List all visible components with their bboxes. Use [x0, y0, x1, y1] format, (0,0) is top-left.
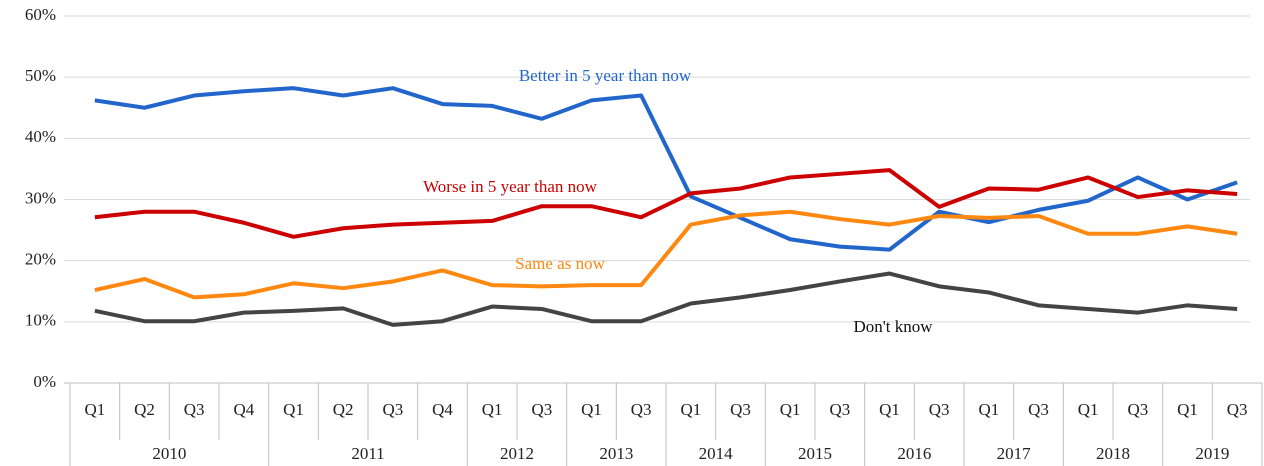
x-tick-label: Q3 [531, 400, 552, 419]
x-tick-label: Q3 [929, 400, 950, 419]
x-tick-label: Q1 [482, 400, 503, 419]
y-tick-label: 0% [33, 372, 56, 391]
y-tick-label: 30% [25, 188, 56, 207]
x-group-label: 2014 [699, 444, 734, 463]
y-tick-label: 20% [25, 250, 56, 269]
series-line [94, 86, 1238, 252]
x-tick-label: Q4 [233, 400, 254, 419]
series-label: Same as now [515, 254, 605, 273]
series-line [94, 168, 1238, 239]
x-group-label: 2019 [1195, 444, 1229, 463]
x-tick-label: Q1 [1177, 400, 1198, 419]
x-tick-label: Q3 [1028, 400, 1049, 419]
series-label: Don't know [853, 317, 933, 336]
x-tick-label: Q1 [680, 400, 701, 419]
series-line [94, 209, 1238, 300]
x-group-label: 2017 [997, 444, 1032, 463]
y-tick-label: 40% [25, 127, 56, 146]
x-group-label: 2015 [798, 444, 832, 463]
x-tick-label: Q3 [730, 400, 751, 419]
y-tick-label: 10% [25, 311, 56, 330]
series-line [94, 271, 1238, 327]
series-label: Better in 5 year than now [519, 66, 692, 85]
x-tick-label: Q3 [1127, 400, 1148, 419]
x-tick-label: Q3 [829, 400, 850, 419]
x-tick-label: Q1 [879, 400, 900, 419]
y-tick-label: 50% [25, 66, 56, 85]
x-tick-label: Q2 [333, 400, 354, 419]
x-tick-label: Q3 [382, 400, 403, 419]
x-group-label: 2016 [897, 444, 931, 463]
x-group-label: 2011 [351, 444, 384, 463]
x-tick-label: Q4 [432, 400, 453, 419]
x-tick-label: Q1 [978, 400, 999, 419]
series-label: Worse in 5 year than now [423, 177, 598, 196]
x-tick-label: Q3 [184, 400, 205, 419]
x-tick-label: Q3 [1227, 400, 1248, 419]
x-tick-label: Q1 [1078, 400, 1099, 419]
x-tick-label: Q1 [780, 400, 801, 419]
x-tick-label: Q1 [84, 400, 105, 419]
x-group-label: 2012 [500, 444, 534, 463]
x-group-label: 2013 [599, 444, 633, 463]
x-tick-label: Q1 [581, 400, 602, 419]
x-tick-label: Q2 [134, 400, 155, 419]
x-tick-label: Q3 [631, 400, 652, 419]
x-tick-label: Q1 [283, 400, 304, 419]
y-tick-label: 60% [25, 5, 56, 24]
x-group-label: 2010 [152, 444, 186, 463]
x-group-label: 2018 [1096, 444, 1130, 463]
